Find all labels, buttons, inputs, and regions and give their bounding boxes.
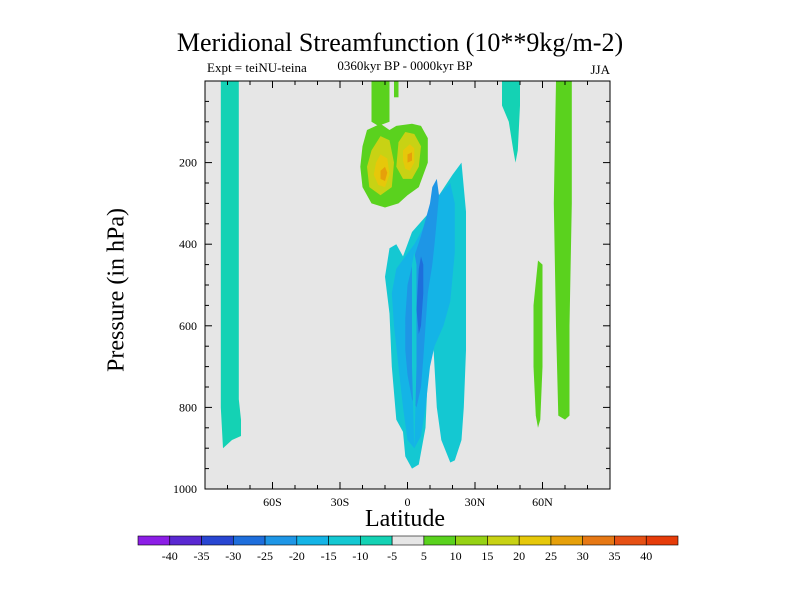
- colorbar-swatch: [614, 535, 647, 546]
- x-tick-label: 60N: [532, 495, 553, 509]
- y-tick-label: 200: [179, 156, 197, 170]
- colorbar-swatch: [296, 535, 329, 546]
- colorbar-swatch: [582, 535, 615, 546]
- plot-frame: [204, 80, 611, 490]
- region-orange-blob-right: [407, 152, 412, 163]
- colorbar-swatch: [423, 535, 456, 546]
- chart-title: Meridional Streamfunction (10**9kg/m-2): [176, 28, 624, 57]
- left-label: Expt = teiNU-teina: [207, 60, 307, 75]
- colorbar-swatch: [518, 535, 552, 546]
- colorbar-label: 20: [513, 549, 525, 563]
- contour-regions: [220, 81, 572, 469]
- region-orange-blob-left: [380, 166, 388, 181]
- y-tick-label: 1000: [173, 482, 197, 496]
- colorbar-label: -10: [352, 549, 368, 563]
- colorbar-label: 15: [481, 549, 493, 563]
- colorbar-label: -35: [194, 549, 210, 563]
- x-tick-label: 0: [405, 495, 411, 509]
- colorbar-swatch: [169, 535, 202, 546]
- region-green-top-left: [371, 81, 390, 126]
- x-tick-label: 60S: [263, 495, 282, 509]
- right-label: JJA: [590, 62, 610, 77]
- axis-ticks: 60S 30S 0 30N 60N 200 400 600 800 1000: [173, 80, 611, 509]
- region-green-column-65n: [553, 81, 572, 420]
- region-green-column-60n: [533, 260, 543, 428]
- colorbar-swatch: [391, 535, 425, 546]
- x-tick-label: 30N: [465, 495, 486, 509]
- center-label: 0360kyr BP - 0000kyr BP: [337, 58, 473, 73]
- x-tick-label: 30S: [331, 495, 350, 509]
- colorbar-label: 30: [577, 549, 589, 563]
- colorbar-label: 25: [545, 549, 557, 563]
- y-tick-label: 800: [179, 400, 197, 414]
- x-axis-label-text: Latitude: [365, 506, 445, 532]
- colorbar-label: 10: [450, 549, 462, 563]
- colorbar-swatch: [264, 535, 298, 546]
- region-cyan-column-45n: [502, 81, 520, 163]
- y-tick-label: 600: [179, 319, 197, 333]
- colorbar-swatch: [455, 535, 488, 546]
- colorbar-swatch: [201, 535, 234, 546]
- colorbar-swatch-end: [645, 535, 679, 546]
- colorbar-swatch: [487, 535, 520, 546]
- region-cyan-thin-strip: [412, 252, 417, 449]
- colorbar-label: 40: [640, 549, 652, 563]
- y-tick-label: 400: [179, 237, 197, 251]
- colorbar-label: -40: [162, 549, 178, 563]
- colorbar-label: -30: [225, 549, 241, 563]
- colorbar-swatch: [137, 535, 171, 546]
- colorbar-label: 5: [421, 549, 427, 563]
- region-darker-blue-core: [416, 256, 424, 334]
- colorbar-label: -15: [321, 549, 337, 563]
- region-green-top-right: [394, 81, 399, 98]
- colorbar-label: 35: [608, 549, 620, 563]
- colorbar-label: -5: [387, 549, 397, 563]
- colorbar-label: -20: [289, 549, 305, 563]
- colorbar-swatch: [232, 535, 266, 546]
- colorbar-swatch: [360, 535, 393, 546]
- colorbar: -40 -35 -30 -25 -20 -15 -10 -5 5 10 15 20 25 30 35 40: [137, 535, 679, 563]
- colorbar-swatch: [328, 535, 361, 546]
- colorbar-label: -25: [257, 549, 273, 563]
- colorbar-swatch: [550, 535, 584, 546]
- region-cyan-column-south: [220, 81, 241, 449]
